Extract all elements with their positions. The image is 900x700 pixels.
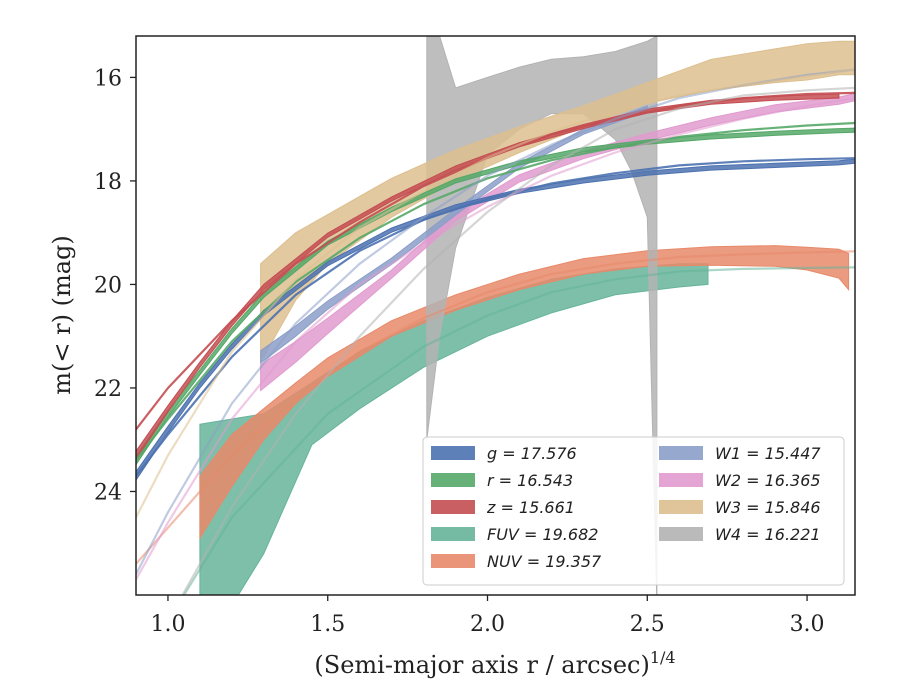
x-axis-exponent: 1/4	[650, 648, 676, 667]
x-tick-label: 2.0	[470, 612, 505, 637]
model-line-nuv	[136, 250, 855, 565]
legend-label-w1: W1 = 15.447	[715, 444, 821, 463]
legend-swatch-r	[431, 473, 475, 487]
legend-label-w4: W4 = 16.221	[715, 525, 821, 544]
legend-swatch-g	[431, 446, 475, 460]
y-tick-label: 20	[94, 273, 122, 298]
legend-label-z: z = 15.661	[486, 498, 575, 517]
y-axis-ticks: 16 18 20 22 24	[94, 66, 136, 505]
legend-label-nuv: NUV = 19.357	[487, 552, 602, 571]
model-line-r	[136, 121, 855, 462]
model-curves	[136, 68, 855, 595]
legend-label-w2: W2 = 16.365	[715, 471, 821, 490]
legend-swatch-nuv	[431, 554, 475, 568]
model-line-w3	[136, 68, 855, 518]
band-r	[136, 127, 855, 466]
x-tick-label: 1.5	[310, 612, 345, 637]
y-tick-label: 16	[94, 66, 122, 91]
x-axis-label-text: (Semi-major axis r / arcsec)	[314, 651, 649, 679]
uncertainty-bands	[136, 36, 855, 595]
band-w3	[260, 40, 855, 364]
x-axis-ticks: 1.0 1.5 2.0 2.5 3.0	[150, 595, 825, 637]
legend-box	[422, 436, 845, 586]
legend-swatch-w1	[659, 446, 703, 460]
legend-swatch-fuv	[431, 527, 475, 541]
legend-label-fuv: FUV = 19.682	[487, 525, 598, 544]
model-line-w4	[181, 86, 855, 595]
y-tick-label: 22	[94, 377, 122, 402]
legend-label-g: g = 17.576	[487, 444, 577, 463]
model-line-g	[136, 157, 855, 477]
legend: g = 17.576 r = 16.543 z = 15.661 FUV = 19.6…	[422, 436, 845, 586]
y-tick-label: 18	[94, 170, 122, 195]
y-axis-label: m(< r) (mag)	[48, 235, 76, 394]
x-axis-label: (Semi-major axis r / arcsec)1/4	[314, 648, 675, 679]
plot-frame	[135, 35, 856, 596]
x-tick-label: 3.0	[790, 612, 825, 637]
legend-label-w3: W3 = 15.846	[715, 498, 821, 517]
legend-swatch-w3	[659, 500, 703, 514]
model-line-fuv	[182, 266, 855, 595]
x-tick-label: 2.5	[630, 612, 665, 637]
model-line-w2	[136, 97, 855, 581]
legend-swatch-w2	[659, 473, 703, 487]
legend-swatch-w4	[659, 527, 703, 541]
x-tick-label: 1.0	[150, 612, 185, 637]
legend-swatch-z	[431, 500, 475, 514]
legend-label-r: r = 16.543	[487, 471, 573, 490]
y-tick-label: 24	[94, 480, 122, 505]
